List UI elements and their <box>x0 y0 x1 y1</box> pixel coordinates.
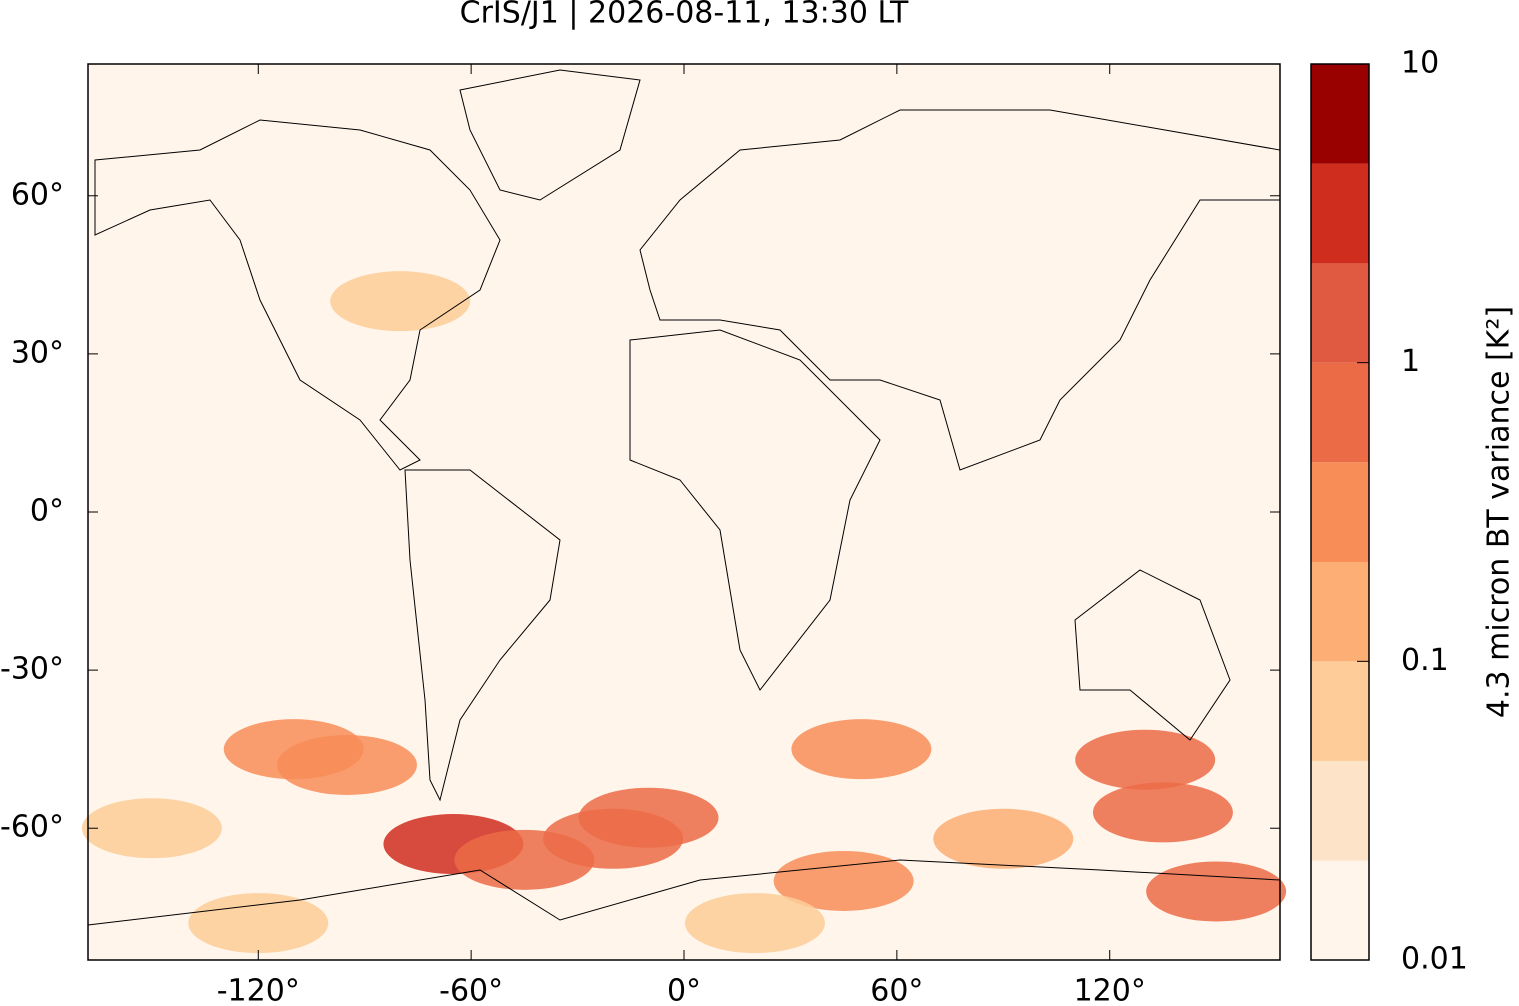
colorbar-band <box>1311 760 1369 861</box>
field-cell <box>791 719 932 780</box>
coastline <box>404 469 561 802</box>
colorbar-tick-label: 1 <box>1401 344 1420 379</box>
field-cell <box>81 798 222 859</box>
colorbar-band <box>1311 362 1369 463</box>
x-tick-label: -60° <box>439 974 503 1003</box>
colorbar-band <box>1311 661 1369 761</box>
coastline <box>629 329 881 691</box>
field-cell <box>330 271 471 332</box>
colorbar-band <box>1311 462 1369 563</box>
field-cell <box>1092 782 1233 843</box>
colorbar: 0.01 0.1 1 10 <box>1310 46 1468 977</box>
x-tick-label: 120° <box>1074 974 1146 1003</box>
colorbar-label: 4.3 micron BT variance [K²] <box>1482 306 1517 718</box>
colorbar-band <box>1311 860 1369 960</box>
coastline <box>639 109 1281 471</box>
field-cell <box>578 787 719 848</box>
coastline <box>1074 569 1231 741</box>
field-cell <box>684 893 825 954</box>
field-cell <box>188 893 329 954</box>
y-tick-label: 60° <box>11 177 64 212</box>
coastline <box>459 69 641 201</box>
colorbar-band <box>1311 562 1369 662</box>
field-cell <box>276 734 417 795</box>
field-cell <box>1075 729 1216 790</box>
x-tick-label: -120° <box>217 974 300 1003</box>
colorbar-tick-label: 0.1 <box>1401 643 1449 678</box>
coastline <box>87 859 1281 926</box>
colorbar-band <box>1311 263 1369 363</box>
colorbar-frame <box>1310 63 1370 961</box>
chart-title: CrIS/J1 | 2026-08-11, 13:30 LT <box>460 0 909 31</box>
x-tick-label: 0° <box>667 974 701 1003</box>
colorbar-tick-label: 10 <box>1401 46 1439 81</box>
colorbar-band <box>1311 64 1369 164</box>
field-cell <box>773 850 914 911</box>
colorbar-tick-label: 0.01 <box>1401 942 1468 977</box>
coastlines <box>87 69 1281 926</box>
coastline <box>94 119 501 471</box>
field-cell <box>1146 861 1287 922</box>
y-tick-label: -30° <box>0 652 64 687</box>
y-tick-label: 0° <box>30 494 64 529</box>
x-tick-label: 60° <box>870 974 923 1003</box>
colorbar-band <box>1311 163 1369 264</box>
y-tick-label: -60° <box>0 810 64 845</box>
y-tick-label: 30° <box>11 335 64 370</box>
field-cell <box>933 808 1074 869</box>
field-layer <box>81 271 1287 954</box>
